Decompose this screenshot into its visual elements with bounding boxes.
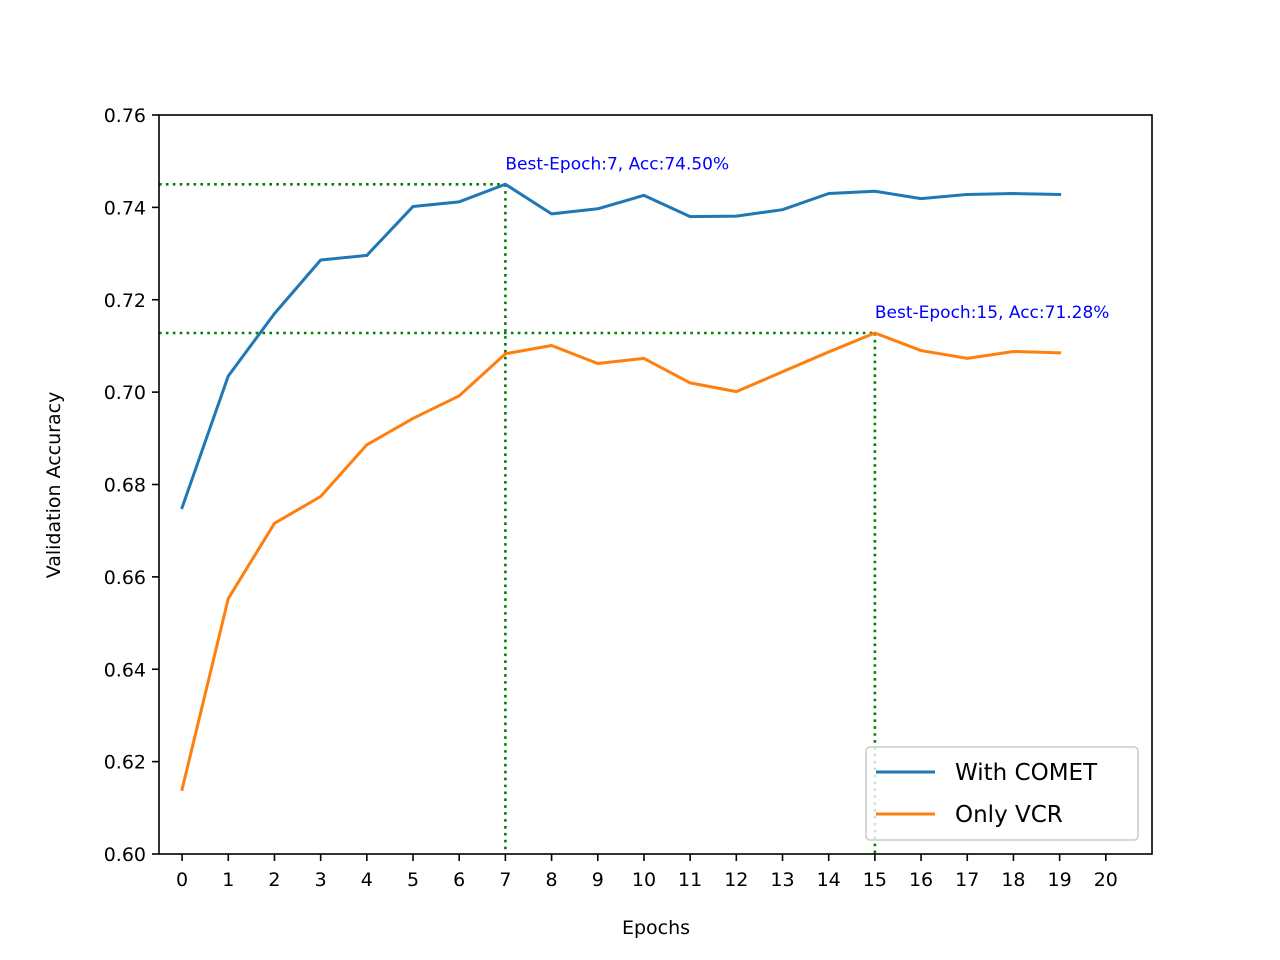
y-tick-label: 0.60 xyxy=(104,844,146,866)
series-line-2 xyxy=(180,331,1062,792)
x-tick-label: 9 xyxy=(592,869,604,891)
x-tick-label: 4 xyxy=(361,869,373,891)
y-tick-label: 0.66 xyxy=(104,567,146,589)
x-tick-label: 16 xyxy=(909,869,933,891)
annotation-1: Best-Epoch:7, Acc:74.50% xyxy=(505,154,729,174)
y-tick-label: 0.68 xyxy=(104,475,146,497)
legend-box xyxy=(865,746,1139,841)
x-tick-label: 17 xyxy=(955,869,979,891)
x-tick-label: 13 xyxy=(770,869,794,891)
x-tick-label: 0 xyxy=(176,869,188,891)
x-tick-label: 14 xyxy=(817,869,841,891)
legend-label-2: Only VCR xyxy=(955,802,1063,828)
best-epoch-reference-lines xyxy=(159,182,877,854)
y-tick-label: 0.64 xyxy=(104,659,146,681)
x-tick-label: 19 xyxy=(1048,869,1072,891)
series-lines xyxy=(180,182,1062,792)
x-tick-label: 10 xyxy=(632,869,656,891)
x-tick-label: 12 xyxy=(724,869,748,891)
series-line-1 xyxy=(180,182,1062,510)
plot-background xyxy=(159,115,1152,854)
x-tick-label: 15 xyxy=(863,869,887,891)
x-tick-label: 2 xyxy=(268,869,280,891)
x-tick-label: 7 xyxy=(499,869,511,891)
x-tick-label: 1 xyxy=(222,869,234,891)
x-tick-label: 20 xyxy=(1094,869,1118,891)
x-tick-label: 3 xyxy=(315,869,327,891)
x-tick-label: 11 xyxy=(678,869,702,891)
y-tick-label: 0.76 xyxy=(104,105,146,127)
annotation-2: Best-Epoch:15, Acc:71.28% xyxy=(875,303,1110,323)
y-tick-label: 0.70 xyxy=(104,382,146,404)
y-axis-label: Validation Accuracy xyxy=(43,392,65,579)
x-tick-label: 6 xyxy=(453,869,465,891)
plot-area xyxy=(159,115,1152,854)
x-tick-label: 18 xyxy=(1001,869,1025,891)
legend-label-1: With COMET xyxy=(955,760,1098,786)
y-tick-label: 0.72 xyxy=(104,290,146,312)
y-tick-label: 0.62 xyxy=(104,752,146,774)
legend: With COMET Only VCR xyxy=(865,746,1139,841)
x-tick-label: 5 xyxy=(407,869,419,891)
y-tick-label: 0.74 xyxy=(104,197,146,219)
best-epoch-annotations: Best-Epoch:7, Acc:74.50% Best-Epoch:15, A… xyxy=(505,154,1109,323)
x-axis-label: Epochs xyxy=(622,917,690,939)
x-tick-label: 8 xyxy=(546,869,558,891)
axes: 0 1 2 3 4 5 6 7 8 9 10 11 12 13 14 15 16 17 18 19 200.600.62… xyxy=(104,105,1153,891)
